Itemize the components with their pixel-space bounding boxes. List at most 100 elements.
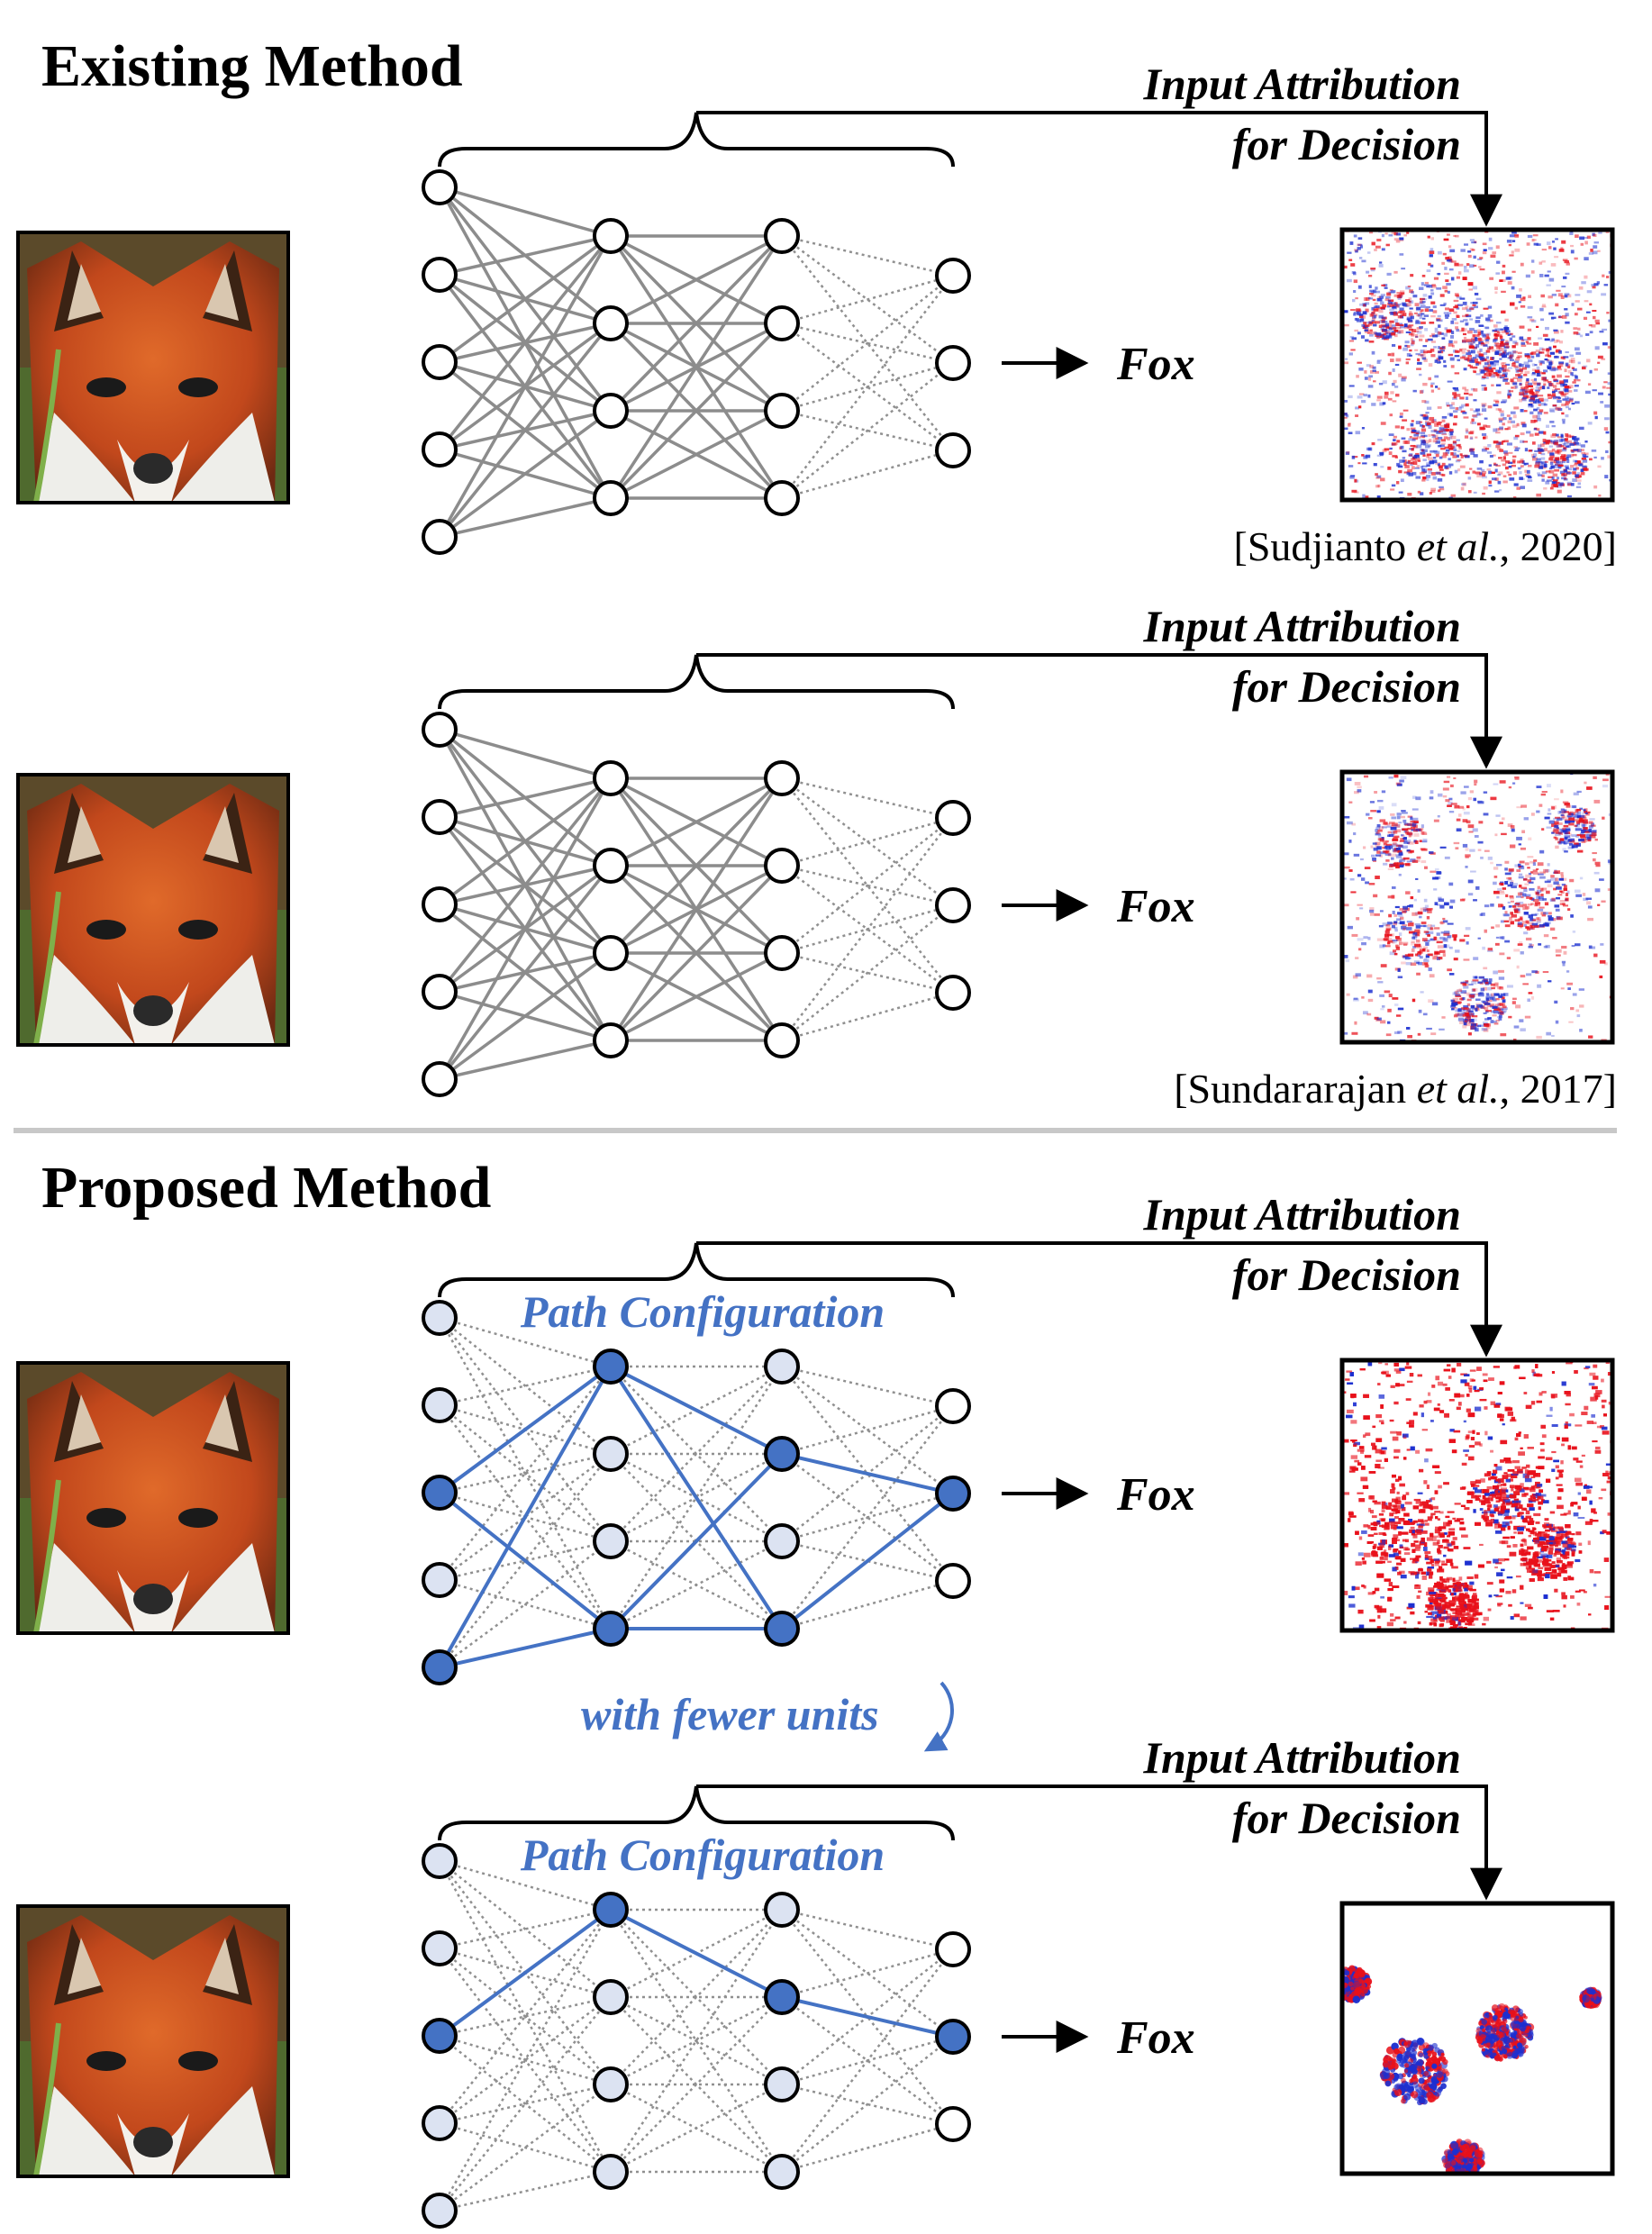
- attribution-label: for Decision: [1232, 661, 1461, 712]
- network-node: [593, 1436, 629, 1472]
- citation: [Sudjianto et al., 2020]: [1234, 523, 1617, 569]
- attribution-arrow: [696, 1784, 1502, 1901]
- network-node: [422, 886, 458, 922]
- attribution-map: [1339, 227, 1615, 503]
- network-node: [764, 935, 800, 971]
- network-node: [764, 480, 800, 516]
- network-node: [422, 1300, 458, 1336]
- network-node: [935, 1931, 971, 1967]
- active-path-edge: [438, 1365, 613, 1494]
- network-node: [935, 2106, 971, 2142]
- network-node: [935, 1388, 971, 1424]
- network-node: [935, 975, 971, 1011]
- network-node: [764, 1892, 800, 1928]
- network-node: [593, 1349, 629, 1385]
- input-fox-image: [18, 1363, 288, 1633]
- network-node: [422, 1387, 458, 1423]
- input-fox-image: [18, 775, 288, 1045]
- network-nodes: [422, 1300, 971, 1685]
- network-node: [593, 2154, 629, 2190]
- network-edges: [438, 1859, 954, 2212]
- network-node: [593, 760, 629, 796]
- panel-1: Input Attribution for Decision Fox [Sudjian…: [16, 59, 1617, 569]
- network-node: [935, 345, 971, 381]
- network-node: [593, 2066, 629, 2102]
- network-nodes: [422, 712, 971, 1097]
- network-node: [593, 1523, 629, 1559]
- attribution-arrow: [696, 111, 1502, 227]
- path-configuration-label: Path Configuration: [520, 1830, 885, 1880]
- attribution-map: [1339, 769, 1615, 1045]
- network-node: [422, 1843, 458, 1879]
- attribution-map: [1339, 1901, 1615, 2176]
- network-node: [593, 393, 629, 429]
- network-node: [422, 2018, 458, 2054]
- network-node: [935, 800, 971, 836]
- network-brace: [438, 112, 955, 168]
- network-node: [593, 1022, 629, 1058]
- network-node: [422, 974, 458, 1010]
- between-label: with fewer units: [581, 1689, 879, 1739]
- active-path-edge: [781, 1452, 954, 1495]
- section-title-proposed: Proposed Method: [41, 1155, 491, 1221]
- network-node: [935, 2019, 971, 2055]
- network-nodes: [422, 169, 971, 555]
- network-node: [593, 848, 629, 884]
- network-node: [422, 257, 458, 293]
- network-node: [764, 218, 800, 254]
- network-node: [593, 218, 629, 254]
- network-edges: [438, 728, 954, 1081]
- network-node: [764, 1611, 800, 1647]
- network-edges: [438, 1316, 955, 1669]
- panel-4: Input Attribution for Decision Path Config…: [16, 1732, 1615, 2229]
- network-node: [764, 1979, 800, 2015]
- network-node: [422, 799, 458, 835]
- network-node: [422, 2193, 458, 2229]
- network-node: [593, 1979, 629, 2015]
- network-node: [593, 1611, 629, 1647]
- network-node: [935, 887, 971, 923]
- active-path-edge: [438, 1366, 613, 1668]
- panels-container: Input Attribution for Decision Fox [Sudjian…: [16, 59, 1617, 2229]
- path-configuration-label: Path Configuration: [520, 1286, 885, 1337]
- section-title-existing: Existing Method: [41, 33, 463, 99]
- active-path-edge: [609, 1452, 784, 1630]
- network-node: [422, 519, 458, 555]
- network-node: [422, 1475, 458, 1511]
- network-node: [764, 2154, 800, 2190]
- output-label: Fox: [1116, 339, 1195, 390]
- network-node: [422, 1562, 458, 1598]
- attribution-label: Input Attribution: [1143, 1189, 1462, 1240]
- active-path-edge: [609, 1365, 784, 1630]
- output-label: Fox: [1116, 2012, 1195, 2064]
- network-node: [935, 258, 971, 294]
- active-path-edge: [438, 1491, 613, 1630]
- network-node: [935, 1563, 971, 1599]
- input-fox-image: [18, 1906, 288, 2176]
- network-node: [422, 1061, 458, 1097]
- attribution-label: for Decision: [1232, 119, 1461, 169]
- network-node: [764, 305, 800, 341]
- network-nodes: [422, 1843, 971, 2229]
- network-node: [935, 432, 971, 468]
- network-node: [764, 393, 800, 429]
- attribution-arrow: [696, 653, 1502, 769]
- network-edges: [438, 186, 954, 539]
- attribution-label: Input Attribution: [1143, 601, 1462, 651]
- attribution-label: Input Attribution: [1143, 1732, 1462, 1783]
- fewer-units-label: with fewer units: [581, 1681, 954, 1752]
- output-label: Fox: [1116, 881, 1195, 932]
- active-path-edge: [610, 1365, 783, 1456]
- network-node: [764, 848, 800, 884]
- panel-3: Input Attribution for Decision Path Config…: [16, 1189, 1615, 1685]
- network-node: [422, 431, 458, 468]
- input-fox-image: [18, 232, 288, 503]
- output-label: Fox: [1116, 1469, 1195, 1521]
- panel-2: Input Attribution for Decision Fox [Sundara…: [16, 601, 1617, 1112]
- active-path-edge: [438, 1908, 613, 2038]
- active-path-edge: [780, 1492, 955, 1630]
- network-node: [764, 2066, 800, 2102]
- citation: [Sundararajan et al., 2017]: [1174, 1066, 1617, 1112]
- network-node: [764, 760, 800, 796]
